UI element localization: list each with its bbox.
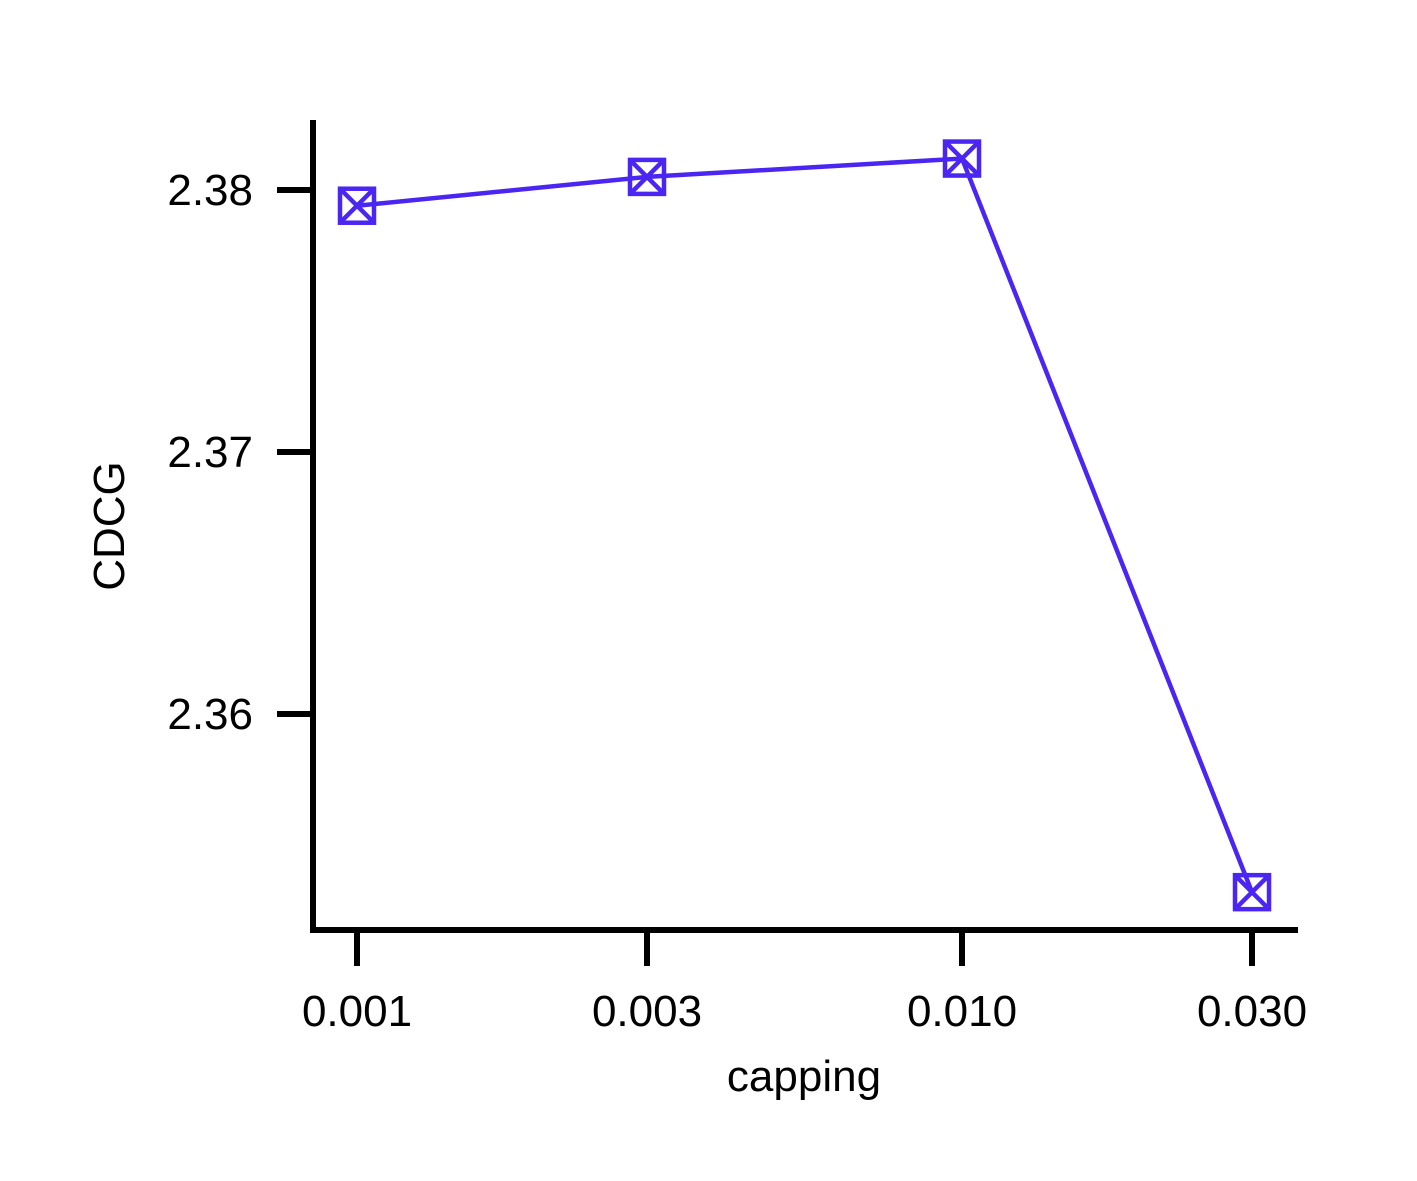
y-tick-label: 2.37 bbox=[167, 428, 253, 477]
marker-box bbox=[1232, 872, 1272, 912]
data-point-marker bbox=[942, 139, 982, 178]
y-axis-label: CDCG bbox=[85, 461, 134, 591]
data-point-marker bbox=[1232, 872, 1272, 912]
x-tick-label: 0.030 bbox=[1197, 987, 1307, 1036]
x-axis-ticks: 0.001 0.003 0.010 0.030 bbox=[302, 930, 1307, 1036]
marker-box bbox=[337, 186, 377, 225]
marker-cross bbox=[943, 139, 981, 178]
y-tick-label: 2.38 bbox=[167, 166, 253, 215]
x-axis-label: capping bbox=[727, 1052, 881, 1101]
marker-cross bbox=[628, 158, 666, 196]
marker-cross bbox=[1233, 873, 1271, 911]
data-point-marker bbox=[337, 186, 377, 225]
x-tick-label: 0.010 bbox=[907, 987, 1017, 1036]
marker-box bbox=[942, 139, 982, 178]
marker-cross bbox=[338, 187, 376, 225]
y-tick-label: 2.36 bbox=[167, 690, 253, 739]
series-layer bbox=[337, 139, 1272, 912]
series-line bbox=[356, 156, 1255, 893]
x-tick-label: 0.001 bbox=[302, 987, 412, 1036]
marker-box bbox=[627, 157, 667, 197]
x-tick-label: 0.003 bbox=[592, 987, 702, 1036]
data-point-marker bbox=[627, 157, 667, 197]
y-axis-ticks: 2.36 2.37 2.38 bbox=[167, 166, 313, 739]
